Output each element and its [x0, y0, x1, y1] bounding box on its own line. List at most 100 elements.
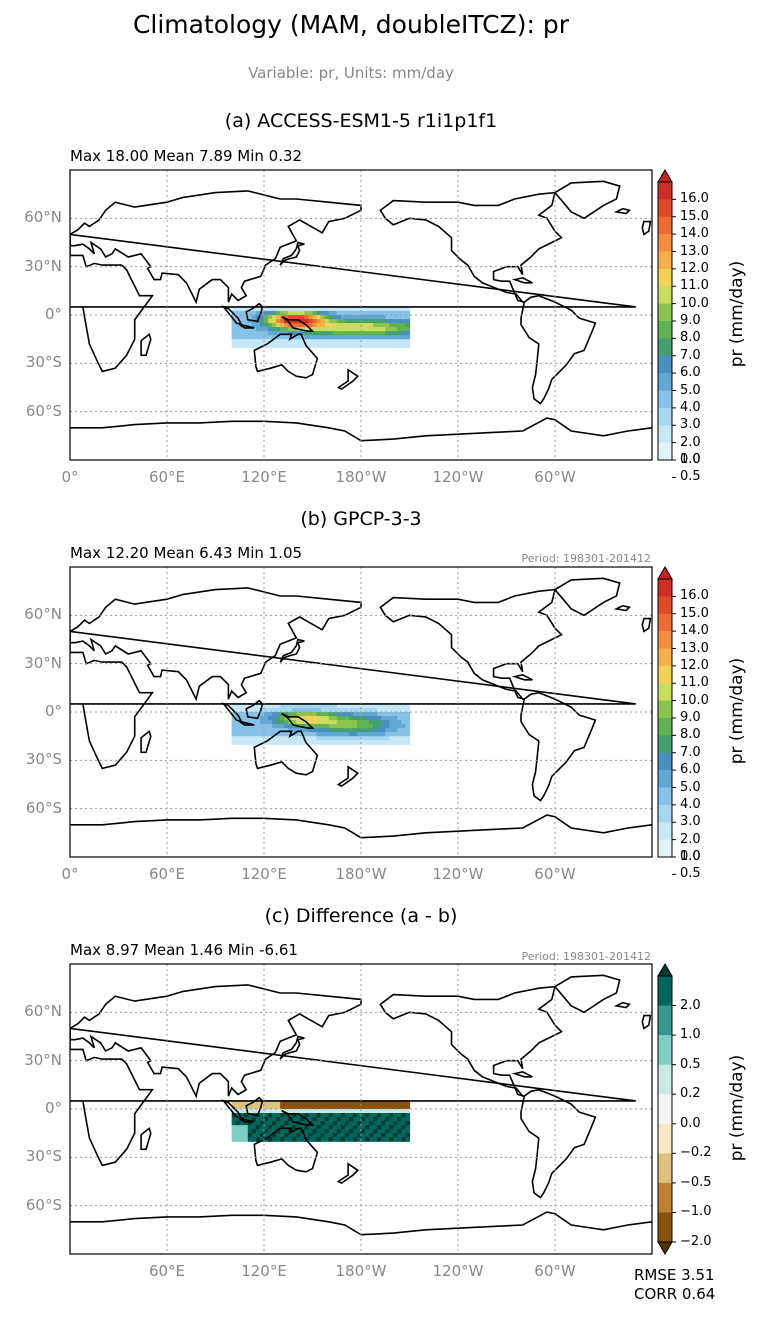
- field-cell: [328, 331, 334, 336]
- field-cell: [316, 703, 322, 709]
- field-cell: [361, 1133, 366, 1138]
- field-cell: [272, 720, 277, 725]
- field-cell: [308, 1125, 314, 1130]
- colorbar-extend-bottom: [657, 1241, 673, 1255]
- field-cell: [239, 724, 245, 729]
- field-cell: [377, 343, 382, 348]
- field-cell: [340, 736, 346, 741]
- field-cell: [296, 728, 301, 733]
- field-cell: [239, 707, 245, 713]
- field-cell: [405, 728, 411, 733]
- field-cell: [259, 315, 265, 320]
- field-cell: [377, 1121, 382, 1126]
- field-cell: [401, 1121, 407, 1126]
- field-cell: [272, 1125, 277, 1130]
- field-cell: [365, 327, 370, 332]
- field-cell: [243, 343, 249, 348]
- field-cell: [385, 728, 390, 733]
- colorbar-segment: [658, 355, 672, 374]
- coastline: [379, 985, 563, 1097]
- field-cell: [296, 1117, 301, 1122]
- field-cell: [389, 343, 394, 348]
- field-cell: [385, 712, 390, 717]
- field-cell: [272, 1113, 277, 1118]
- field-cell: [385, 1104, 390, 1110]
- field-cell: [312, 1121, 318, 1126]
- field-cell: [231, 720, 237, 725]
- metrics-block: RMSE 3.51 CORR 0.64: [634, 1266, 715, 1304]
- field-cell: [235, 736, 241, 741]
- field-cell: [373, 323, 378, 328]
- field-cell: [405, 1137, 411, 1142]
- field-cell: [288, 319, 293, 324]
- field-cell: [328, 707, 334, 713]
- field-cell: [393, 306, 398, 312]
- field-cell: [308, 310, 314, 316]
- field-cell: [259, 724, 265, 729]
- field-cell: [251, 720, 257, 725]
- field-cell: [316, 720, 322, 725]
- field-cell: [316, 1133, 322, 1138]
- field-cell: [324, 1129, 330, 1134]
- field-cell: [284, 339, 289, 344]
- field-cell: [251, 331, 257, 336]
- field-cell: [365, 331, 370, 336]
- coastline: [520, 691, 597, 802]
- field-cell: [405, 712, 411, 717]
- field-cell: [385, 1125, 390, 1130]
- colorbar-segment: [658, 839, 672, 858]
- field-cell: [401, 315, 407, 320]
- lat-tick-label: 60°S: [25, 798, 62, 817]
- field-cell: [308, 728, 314, 733]
- field-cell: [255, 703, 261, 709]
- field-cell: [344, 1133, 350, 1138]
- field-cell: [276, 1133, 281, 1138]
- field-cell: [316, 331, 322, 336]
- field-cell: [280, 1104, 285, 1110]
- field-cell: [288, 716, 293, 721]
- field-cell: [336, 327, 342, 332]
- field-cell: [393, 1121, 398, 1126]
- field-cell: [243, 1109, 249, 1114]
- field-cell: [369, 1133, 374, 1138]
- field-cell: [348, 1117, 354, 1122]
- field-cell: [389, 331, 394, 336]
- field-cell: [243, 306, 249, 312]
- field-cell: [235, 306, 241, 312]
- field-cell: [352, 732, 358, 737]
- colorbar-tick-label: 11.0: [680, 278, 709, 294]
- field-cell: [288, 740, 293, 745]
- field-cell: [264, 1100, 269, 1106]
- field-cell: [377, 1104, 382, 1110]
- field-cell: [320, 1104, 326, 1110]
- lat-tick-label: 60°N: [24, 208, 62, 227]
- field-cell: [288, 724, 293, 729]
- panel-c-period: Period: 198301-201412: [521, 950, 651, 963]
- field-cell: [328, 1104, 334, 1110]
- lat-tick-label: 30°N: [24, 1050, 62, 1069]
- field-cell: [369, 1117, 374, 1122]
- field-cell: [348, 716, 354, 721]
- field-cell: [231, 728, 237, 733]
- panel-b-title: (b) GPCP-3-3: [300, 508, 422, 530]
- lon-tick-label: 180°W: [335, 1262, 387, 1280]
- field-cell: [397, 335, 403, 340]
- field-cell: [377, 335, 382, 340]
- field-cell: [373, 1113, 378, 1118]
- lon-tick-label: 0°: [61, 468, 79, 486]
- field-cell: [264, 703, 269, 709]
- coastline: [140, 1126, 152, 1151]
- field-cell: [280, 327, 285, 332]
- field-cell: [255, 343, 261, 348]
- field-cell: [344, 740, 350, 745]
- field-cell: [280, 1137, 285, 1142]
- field-cell: [332, 1104, 338, 1110]
- field-cell: [324, 323, 330, 328]
- field-cell: [361, 1104, 366, 1110]
- field-cell: [365, 720, 370, 725]
- field-cell: [324, 339, 330, 344]
- field-cell: [264, 339, 269, 344]
- field-cell: [247, 310, 253, 316]
- field-cell: [381, 1104, 386, 1110]
- field-cell: [247, 339, 253, 344]
